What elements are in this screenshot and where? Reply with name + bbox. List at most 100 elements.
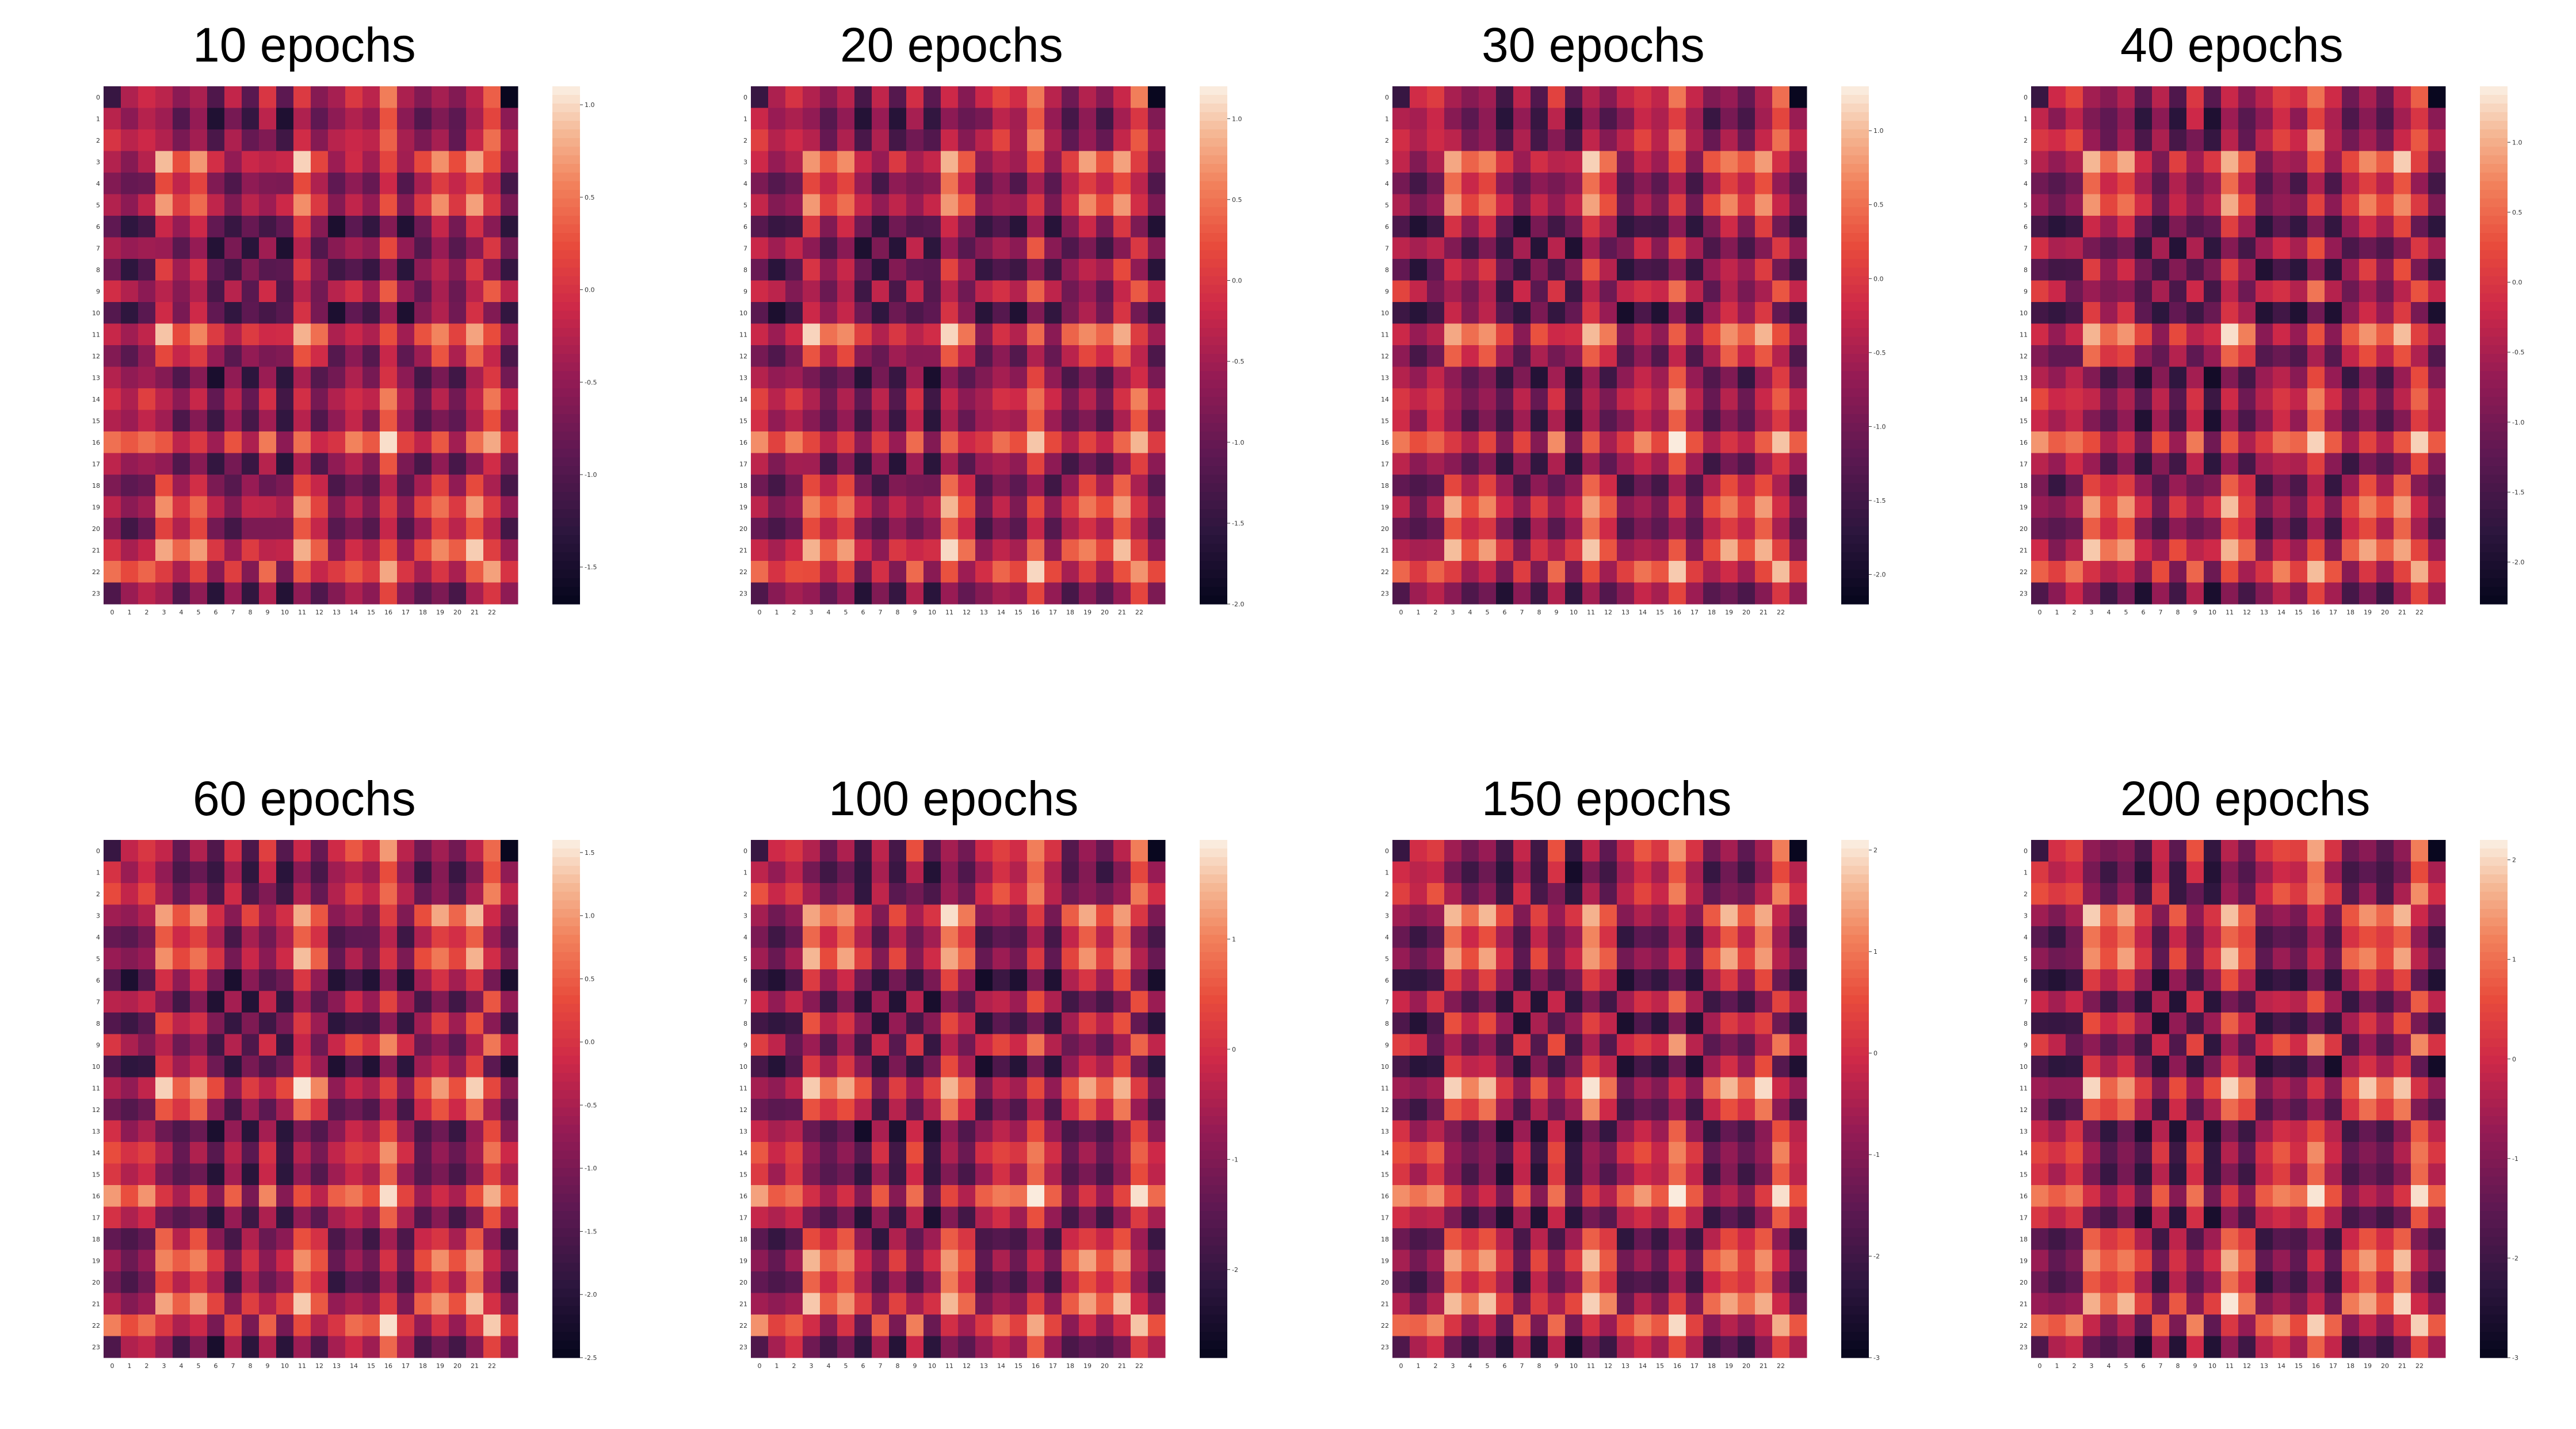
- heatmap-cell: [2186, 323, 2204, 346]
- heatmap-cell: [138, 216, 156, 238]
- colorbar-segment: [552, 595, 580, 605]
- heatmap-cell: [1044, 1163, 1062, 1186]
- heatmap-cell: [941, 302, 959, 324]
- heatmap-cell: [501, 431, 518, 453]
- heatmap-cell: [1096, 108, 1114, 130]
- heatmap-cell: [768, 1293, 786, 1315]
- heatmap-cell: [276, 840, 294, 862]
- heatmap-cell: [1062, 904, 1079, 927]
- heatmap-cell: [1755, 1077, 1773, 1099]
- heatmap-cell: [1010, 861, 1028, 884]
- heatmap-cell: [259, 883, 277, 905]
- heatmap-cell: [768, 1034, 786, 1056]
- heatmap-cell: [1096, 1056, 1114, 1078]
- heatmap-cell: [345, 561, 363, 583]
- heatmap-cell: [155, 926, 173, 948]
- heatmap-cell: [466, 86, 484, 108]
- heatmap-cell: [1496, 86, 1514, 108]
- heatmap-cell: [1651, 302, 1669, 324]
- heatmap-cell: [2376, 86, 2394, 108]
- heatmap-cell: [259, 1336, 277, 1358]
- heatmap-cell: [1113, 475, 1131, 496]
- heatmap-cell: [190, 1228, 208, 1250]
- heatmap-cell: [1062, 518, 1079, 540]
- heatmap-cell: [958, 151, 976, 173]
- heatmap-cell: [785, 561, 803, 583]
- heatmap-cell: [1738, 129, 1756, 151]
- heatmap-cell: [1027, 561, 1045, 583]
- colorbar-segment: [1200, 1280, 1227, 1289]
- heatmap-cell: [906, 453, 924, 475]
- heatmap-cell: [768, 840, 786, 862]
- heatmap-cell: [2066, 883, 2083, 905]
- heatmap-cell: [751, 1206, 769, 1229]
- heatmap-cell: [1113, 1056, 1131, 1078]
- heatmap-cell: [104, 1271, 121, 1293]
- heatmap-cell: [1010, 1250, 1028, 1272]
- heatmap-cell: [466, 237, 484, 259]
- heatmap-cell: [958, 1250, 976, 1272]
- x-tick-label: 0: [110, 1362, 115, 1370]
- heatmap-cell: [1513, 582, 1531, 605]
- heatmap-cell: [785, 194, 803, 216]
- heatmap-cell: [345, 861, 363, 884]
- heatmap-cell: [224, 1099, 242, 1121]
- heatmap-cell: [2152, 388, 2170, 410]
- heatmap-cell: [1617, 431, 1635, 453]
- heatmap-cell: [1010, 151, 1028, 173]
- heatmap-cell: [1392, 475, 1410, 496]
- heatmap-cell: [1044, 345, 1062, 367]
- heatmap-cell: [293, 129, 311, 151]
- colorbar-segment: [2480, 414, 2508, 423]
- colorbar-segment: [1841, 509, 1869, 518]
- heatmap-cell: [1772, 1056, 1790, 1078]
- heatmap-cell: [785, 1034, 803, 1056]
- heatmap-cell: [2031, 323, 2049, 346]
- heatmap-cell: [820, 1142, 838, 1164]
- heatmap-cell: [1565, 108, 1583, 130]
- heatmap-cell: [1062, 173, 1079, 194]
- heatmap-cell: [820, 1034, 838, 1056]
- heatmap-cell: [121, 518, 139, 540]
- heatmap-cell: [975, 108, 993, 130]
- heatmap-cell: [1634, 883, 1652, 905]
- heatmap-cell: [1148, 1142, 1166, 1164]
- heatmap-cell: [785, 129, 803, 151]
- heatmap-cell: [1444, 1206, 1462, 1229]
- heatmap-cell: [1148, 969, 1166, 991]
- heatmap-cell: [483, 1012, 501, 1034]
- heatmap-cell: [1703, 280, 1721, 303]
- heatmap-cell: [311, 1142, 329, 1164]
- heatmap-cell: [1461, 1336, 1479, 1358]
- y-tick-label: 15: [1381, 1171, 1389, 1178]
- heatmap-cell: [311, 237, 329, 259]
- heatmap-cell: [941, 1077, 959, 1099]
- heatmap-cell: [224, 947, 242, 970]
- heatmap-cell: [975, 840, 993, 862]
- x-tick-label: 9: [913, 609, 917, 616]
- heatmap-cell: [2169, 410, 2187, 432]
- heatmap-cell: [1427, 1336, 1445, 1358]
- colorbar-segment: [552, 1185, 580, 1194]
- heatmap-cell: [820, 904, 838, 927]
- heatmap-cell: [190, 216, 208, 238]
- heatmap-cell: [242, 1012, 259, 1034]
- heatmap-cell: [1079, 129, 1097, 151]
- heatmap-cell: [449, 947, 467, 970]
- heatmap-cell: [1496, 216, 1514, 238]
- heatmap-cell: [1686, 259, 1704, 281]
- heatmap-cell: [906, 1142, 924, 1164]
- heatmap-cell: [293, 475, 311, 496]
- heatmap-cell: [751, 216, 769, 238]
- heatmap-cell: [1789, 947, 1807, 970]
- heatmap-cell: [1755, 1163, 1773, 1186]
- heatmap-cell: [1444, 1012, 1462, 1034]
- y-tick-label: 5: [1385, 201, 1389, 209]
- heatmap-cell: [2290, 410, 2308, 432]
- heatmap-cell: [362, 410, 380, 432]
- heatmap-cell: [958, 173, 976, 194]
- heatmap-cell: [138, 840, 156, 862]
- heatmap-cell: [1720, 496, 1738, 518]
- heatmap-cell: [1513, 431, 1531, 453]
